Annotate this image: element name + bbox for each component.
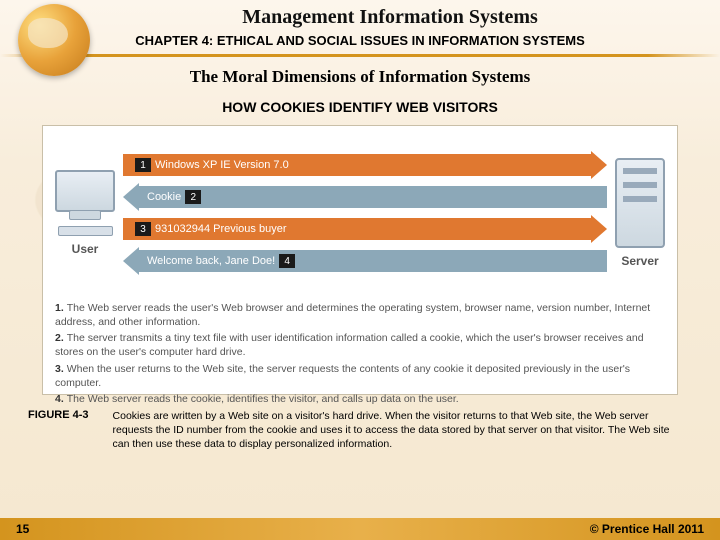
server-terminal: Server: [615, 158, 665, 268]
arrow-2: Cookie 2: [123, 183, 607, 211]
step-marker-3: 3: [135, 222, 151, 236]
copyright: © Prentice Hall 2011: [590, 522, 704, 536]
chapter-label: CHAPTER 4: ETHICAL AND SOCIAL ISSUES IN …: [0, 33, 720, 50]
arrow-text: Windows XP IE Version 7.0: [155, 159, 289, 171]
cookie-diagram: User 1 Windows XP IE Version 7.0 Cookie 2 39…: [55, 136, 665, 291]
globe-icon: [18, 4, 90, 76]
step-text-4: 4. The Web server reads the cookie, iden…: [55, 392, 665, 406]
arrow-text: Welcome back, Jane Doe!: [147, 255, 275, 267]
steps-list: 1. The Web server reads the user's Web b…: [55, 301, 665, 406]
course-title: Management Information Systems: [0, 6, 720, 29]
step-text-3: 3. When the user returns to the Web site…: [55, 362, 665, 390]
server-icon: [615, 158, 665, 248]
step-marker-2: 2: [185, 190, 201, 204]
step-text-1: 1. The Web server reads the user's Web b…: [55, 301, 665, 329]
step-text-2: 2. The server transmits a tiny text file…: [55, 331, 665, 359]
arrow-3: 3 931032944 Previous buyer: [123, 215, 607, 243]
header-divider: [0, 54, 720, 57]
monitor-icon: [55, 170, 115, 212]
step-marker-1: 1: [135, 158, 151, 172]
figure-box: User 1 Windows XP IE Version 7.0 Cookie 2 39…: [42, 125, 678, 395]
user-terminal: User: [55, 170, 115, 256]
arrow-1: 1 Windows XP IE Version 7.0: [123, 151, 607, 179]
arrow-4: Welcome back, Jane Doe! 4: [123, 247, 607, 275]
keyboard-icon: [58, 226, 113, 236]
arrow-stack: 1 Windows XP IE Version 7.0 Cookie 2 3 931032…: [115, 151, 615, 275]
arrow-text: 931032944 Previous buyer: [155, 223, 286, 235]
slide-footer: 15 © Prentice Hall 2011: [0, 518, 720, 540]
step-marker-4: 4: [279, 254, 295, 268]
slide-header: Management Information Systems CHAPTER 4…: [0, 0, 720, 57]
arrow-text: Cookie: [147, 191, 181, 203]
page-number: 15: [16, 522, 29, 536]
server-label: Server: [621, 254, 658, 268]
user-label: User: [72, 242, 99, 256]
